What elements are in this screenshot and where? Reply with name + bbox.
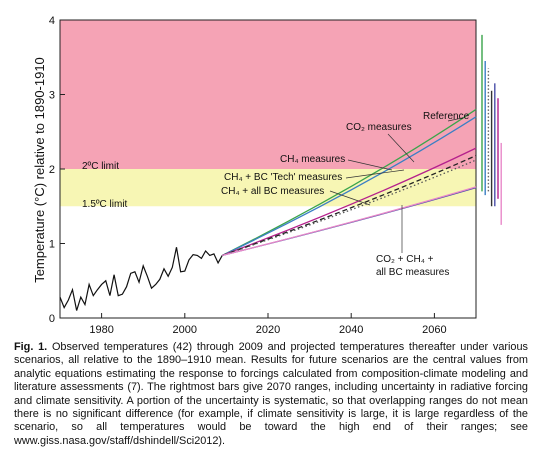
- annotation-co2-ch4-bc-line2: all BC measures: [376, 267, 449, 278]
- leader-ch4-all-bc: [329, 190, 371, 206]
- y-tick-label: 3: [49, 90, 55, 102]
- axes: 1980 2000 2020 2040 2060 0 1 2 3 4: [49, 15, 447, 335]
- x-tick-label: 2000: [173, 324, 197, 335]
- series-annotations: Reference CO₂ measures CH₄ measures CH₄ …: [221, 111, 470, 278]
- annotation-ch4-bc-tech: CH₄ + BC 'Tech' measures: [224, 172, 342, 183]
- projection-line-1: [221, 116, 477, 257]
- annotation-reference: Reference: [423, 111, 470, 122]
- figure-caption: Fig. 1. Observed temperatures (42) throu…: [14, 341, 528, 448]
- y-tick-label: 1: [49, 239, 55, 251]
- projection-series: [221, 108, 477, 257]
- annotation-ch4: CH₄ measures: [280, 154, 345, 165]
- leader-ch4: [347, 159, 393, 171]
- leader-reference: [447, 117, 463, 122]
- x-tick-label: 2060: [422, 324, 446, 335]
- projection-line-4: [222, 159, 477, 257]
- band-1-5c-to-2c: [60, 169, 476, 207]
- figure-label: Fig. 1.: [14, 341, 48, 353]
- annotation-co2-ch4-bc-line1: CO₂ + CH₄ +: [376, 254, 434, 265]
- projection-line-0: [221, 108, 477, 257]
- y-tick-label: 0: [49, 313, 55, 325]
- x-tick-label: 2040: [339, 324, 363, 335]
- annotation-leader-lines: [329, 117, 463, 253]
- observed-line: [59, 247, 223, 311]
- y-axis-label: Temperature (°C) relative to 1890-1910: [32, 57, 47, 283]
- band-labels: 2ºC limit 1.5ºC limit: [82, 161, 128, 210]
- y-tick-label: 4: [49, 15, 55, 27]
- band-above-2c: [60, 20, 476, 169]
- projection-line-2: [222, 147, 477, 257]
- x-tick-label: 2020: [256, 324, 280, 335]
- observed-series: [59, 247, 223, 311]
- temperature-chart: 1980 2000 2020 2040 2060 0 1 2 3 4 2ºC limit 1.5º…: [32, 15, 502, 335]
- band-label-2c: 2ºC limit: [82, 161, 119, 172]
- annotation-co2: CO₂ measures: [346, 122, 412, 133]
- band-label-1-5c: 1.5ºC limit: [82, 199, 128, 210]
- x-tick-label: 1980: [89, 324, 113, 335]
- threshold-bands: [60, 20, 476, 207]
- projection-line-6: [222, 186, 477, 257]
- annotation-ch4-all-bc: CH₄ + all BC measures: [221, 186, 324, 197]
- leader-ch4-bc-tech: [345, 169, 405, 179]
- y-tick-label: 2: [49, 164, 55, 176]
- range-bars-2070: [481, 34, 502, 225]
- leader-co2: [387, 133, 415, 163]
- caption-text: Observed temperatures (42) through 2009 …: [14, 341, 528, 447]
